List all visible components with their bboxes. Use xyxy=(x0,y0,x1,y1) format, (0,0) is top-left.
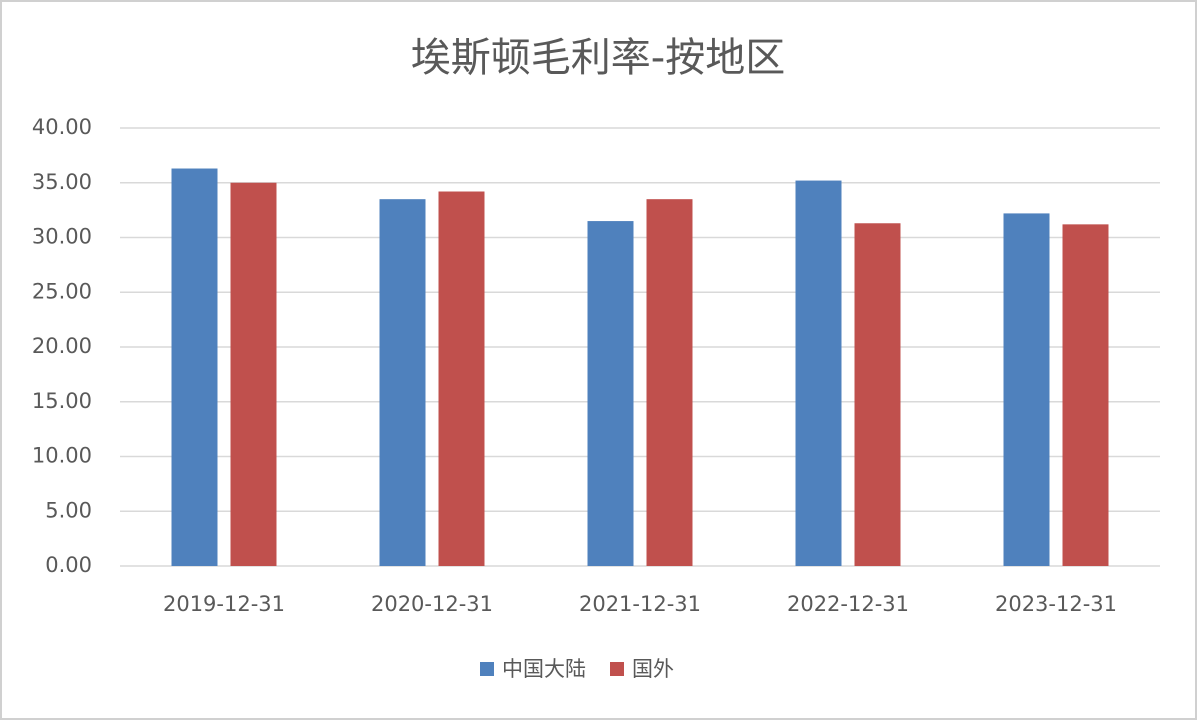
y-tick-label: 30.00 xyxy=(32,225,92,249)
legend-swatch xyxy=(610,662,624,676)
y-tick-label: 40.00 xyxy=(32,115,92,139)
bar xyxy=(230,182,277,566)
bar xyxy=(1062,224,1109,567)
y-tick-label: 20.00 xyxy=(32,334,92,358)
bar xyxy=(795,180,842,566)
y-tick-label: 25.00 xyxy=(32,279,92,303)
x-tick-label: 2023-12-31 xyxy=(995,592,1117,616)
legend-label: 中国大陆 xyxy=(502,657,586,681)
legend-label: 国外 xyxy=(632,657,674,681)
y-tick-label: 35.00 xyxy=(32,170,92,194)
bar xyxy=(379,199,426,567)
x-tick-label: 2022-12-31 xyxy=(787,592,909,616)
y-tick-label: 10.00 xyxy=(32,444,92,468)
y-tick-label: 5.00 xyxy=(45,498,92,522)
legend-swatch xyxy=(480,662,494,676)
y-tick-label: 0.00 xyxy=(45,553,92,577)
bar xyxy=(171,168,218,566)
bar xyxy=(438,191,485,566)
y-tick-label: 15.00 xyxy=(32,389,92,413)
x-tick-label: 2021-12-31 xyxy=(579,592,701,616)
x-tick-label: 2019-12-31 xyxy=(163,592,285,616)
bar xyxy=(587,221,634,566)
bar xyxy=(854,223,901,566)
chart-title: 埃斯顿毛利率-按地区 xyxy=(411,35,785,81)
bar xyxy=(1003,213,1050,566)
bar xyxy=(646,199,693,567)
x-tick-label: 2020-12-31 xyxy=(371,592,493,616)
